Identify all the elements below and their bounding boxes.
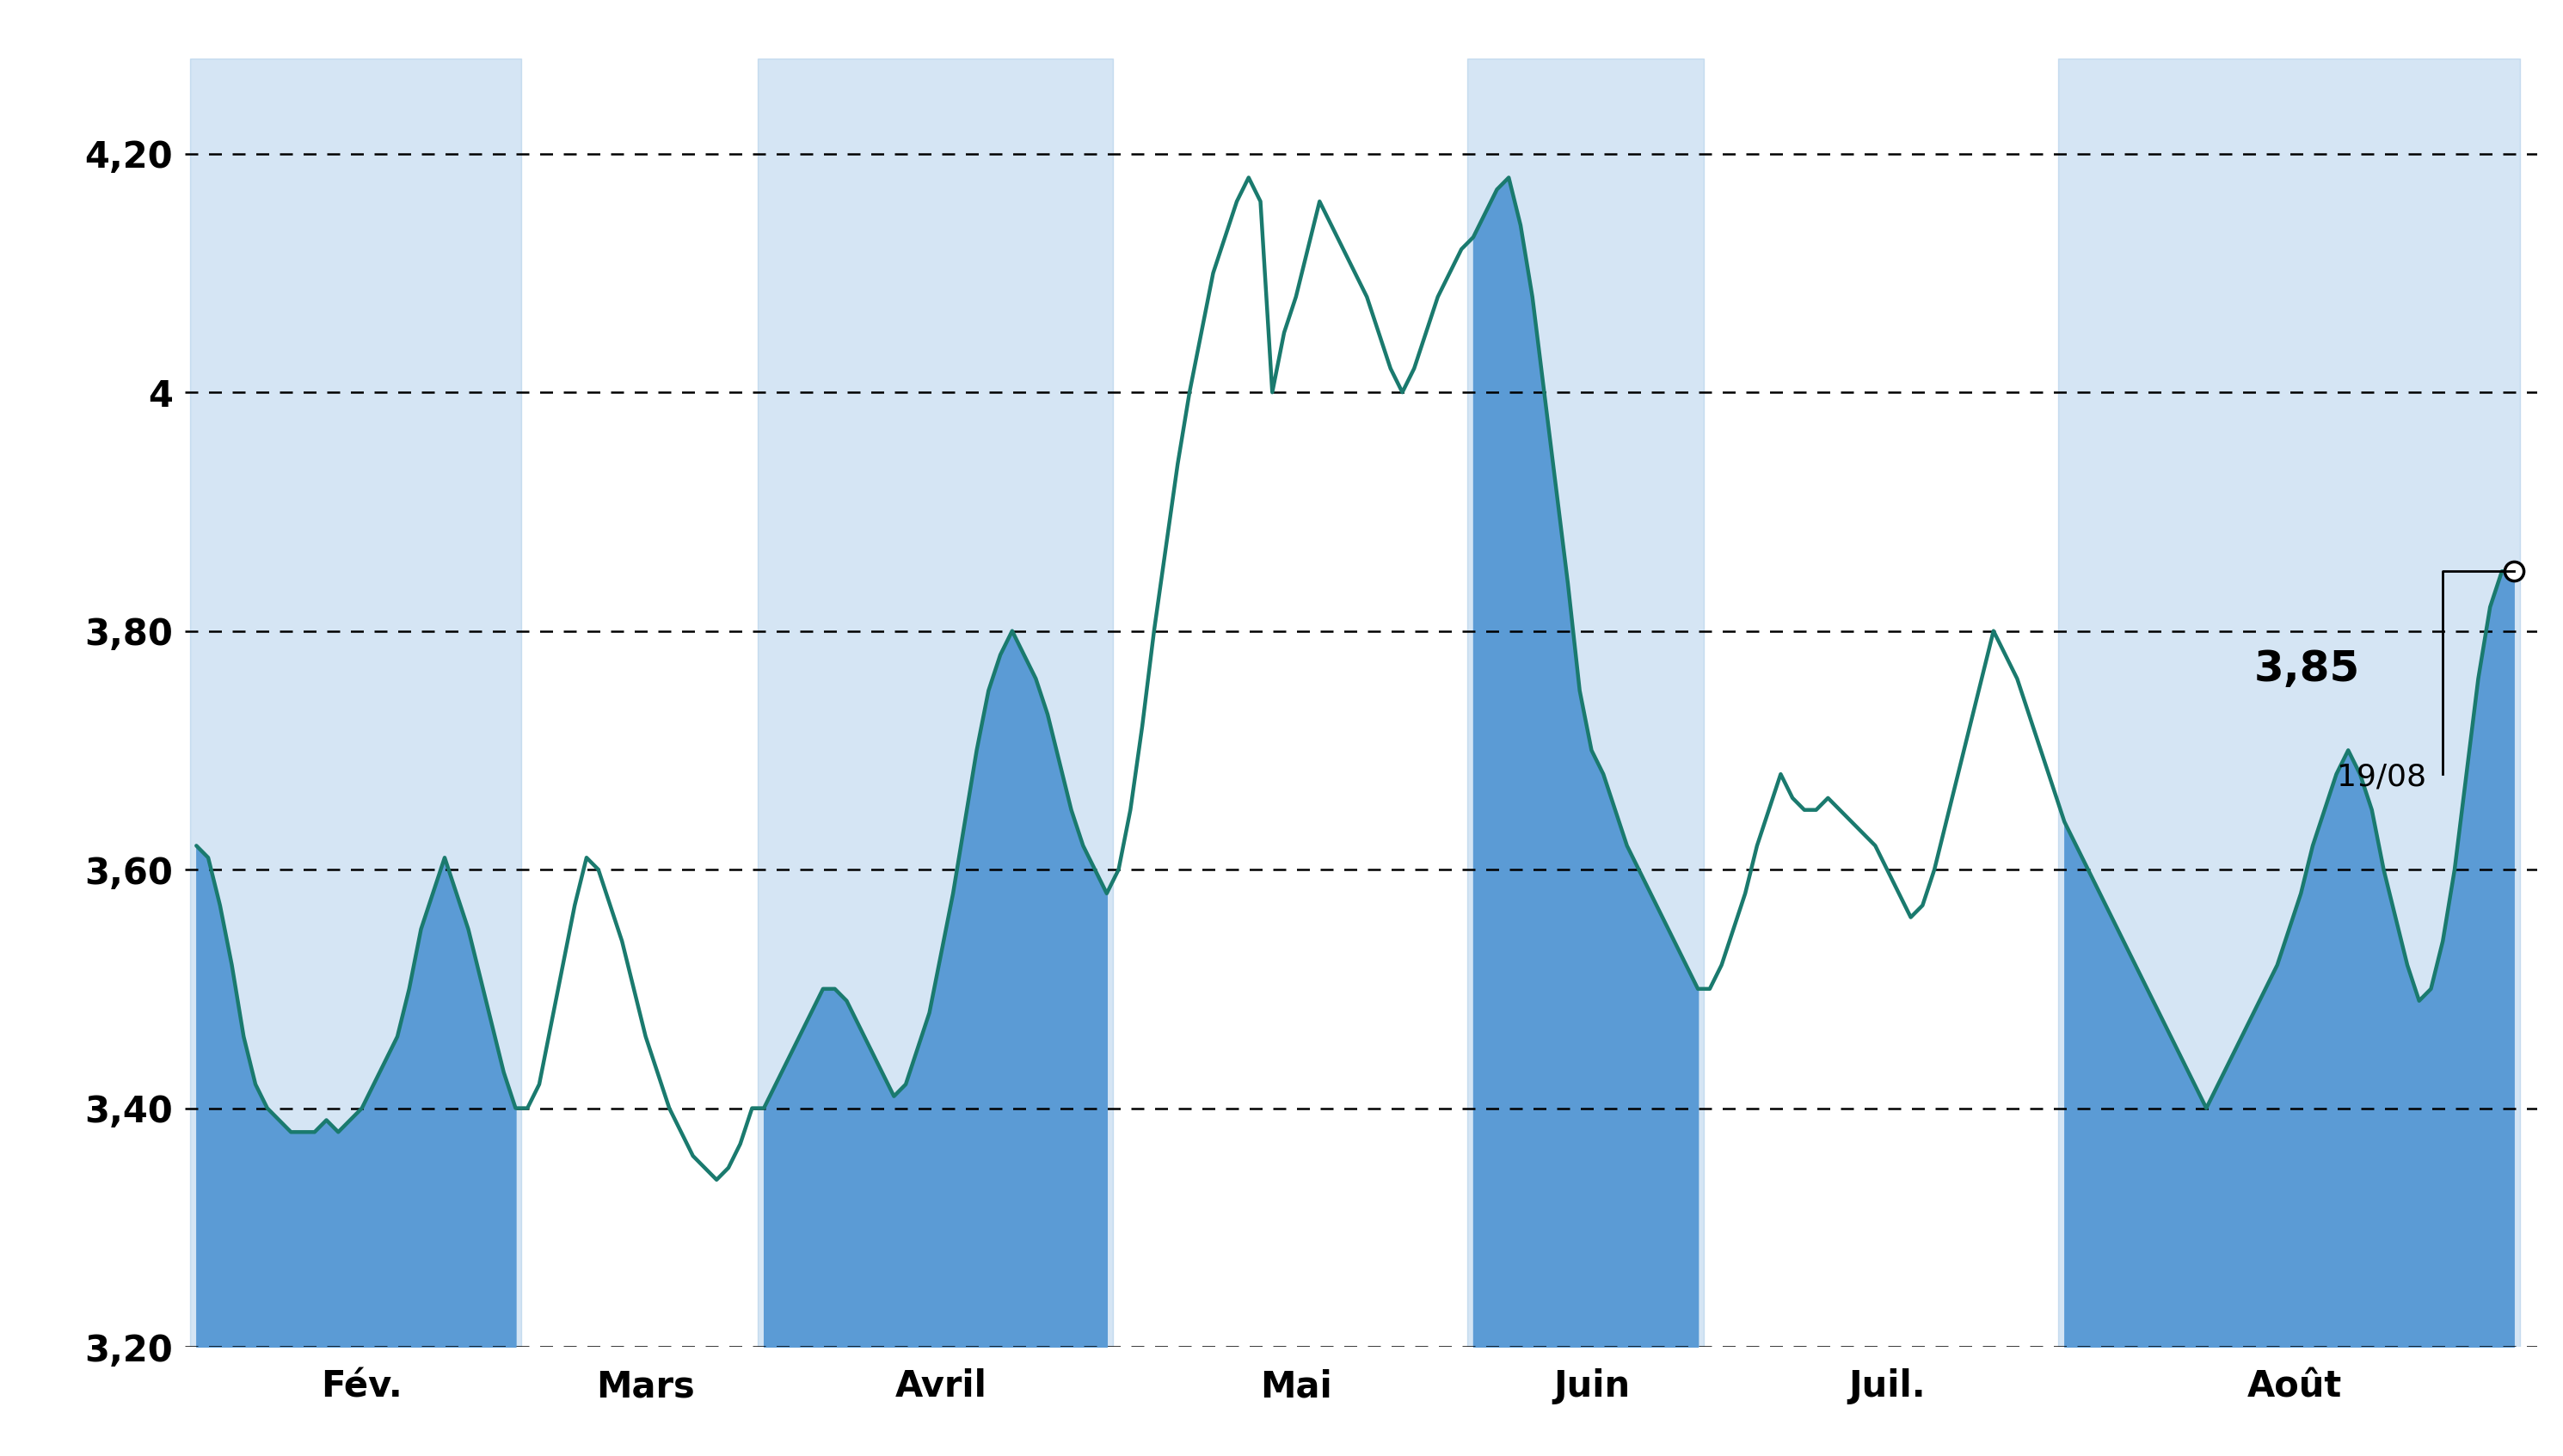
Bar (1469, 58, 1704, 1347)
Bar (2058, 58, 2519, 1347)
Bar (190, 58, 520, 1347)
Text: 19/08: 19/08 (2337, 761, 2427, 792)
Text: Borussia Dortmund GmbH & Co KGaA: Borussia Dortmund GmbH & Co KGaA (354, 35, 2209, 122)
Text: 3,85: 3,85 (2253, 649, 2361, 690)
Bar (759, 58, 1112, 1347)
